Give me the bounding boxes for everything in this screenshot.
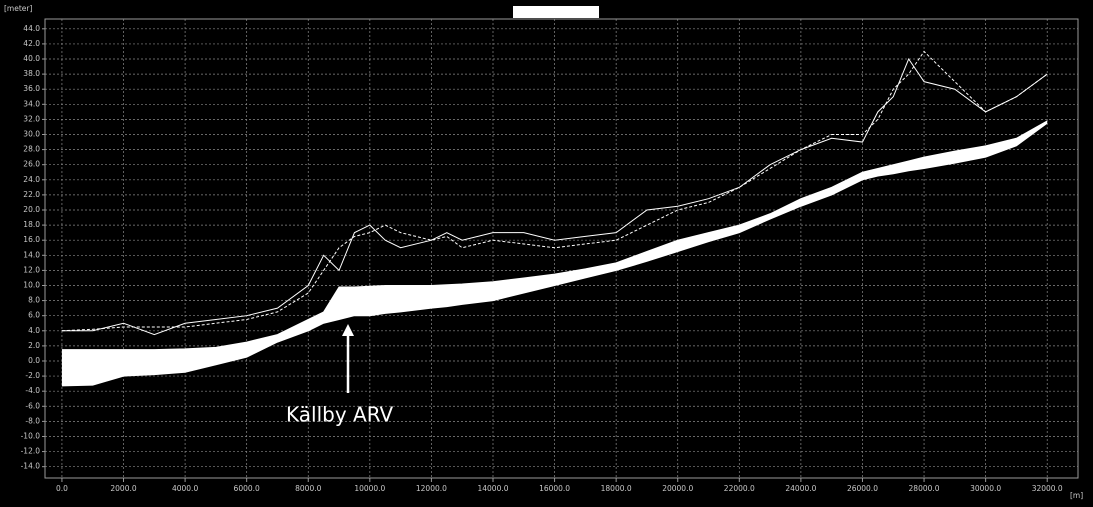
annotation-arrowhead: [342, 324, 354, 336]
y-tick-label: -2.0: [25, 371, 40, 380]
x-tick-label: 24000.0: [785, 484, 816, 493]
y-tick-label: 10.0: [23, 280, 40, 289]
y-tick-label: 0.0: [28, 356, 40, 365]
x-tick-label: 8000.0: [295, 484, 321, 493]
x-tick-label: 4000.0: [172, 484, 198, 493]
series-line: [61, 57, 1048, 336]
y-tick-label: -6.0: [25, 401, 40, 410]
y-tick-label: 8.0: [28, 296, 40, 305]
y-tick-label: 40.0: [23, 54, 40, 63]
y-tick-label: 26.0: [23, 160, 40, 169]
y-tick-label: 30.0: [23, 130, 40, 139]
y-tick-label: 36.0: [23, 84, 40, 93]
title-box: [513, 6, 599, 18]
y-tick-label: 32.0: [23, 114, 40, 123]
x-tick-label: 28000.0: [909, 484, 940, 493]
x-tick-label: 14000.0: [477, 484, 508, 493]
y-tick-label: -12.0: [21, 447, 41, 456]
x-tick-label: 16000.0: [539, 484, 570, 493]
y-tick-label: -10.0: [21, 431, 41, 440]
y-tick-label: 12.0: [23, 265, 40, 274]
series-line: [61, 50, 1048, 332]
y-tick-label: 20.0: [23, 205, 40, 214]
x-tick-label: 30000.0: [970, 484, 1001, 493]
x-tick-label: 22000.0: [724, 484, 755, 493]
y-tick-label: 28.0: [23, 145, 40, 154]
x-tick-label: 32000.0: [1032, 484, 1063, 493]
annotation: Källby ARV: [286, 403, 394, 427]
series-line: [61, 122, 1048, 387]
x-axis-label: [m]: [1070, 491, 1083, 500]
y-axis-label: [meter]: [4, 4, 32, 13]
y-tick-label: 38.0: [23, 69, 40, 78]
y-tick-label: 34.0: [23, 99, 40, 108]
x-tick-label: 18000.0: [601, 484, 632, 493]
y-tick-label: 44.0: [23, 24, 40, 33]
x-tick-label: 0.0: [56, 484, 68, 493]
y-tick-label: -8.0: [25, 416, 40, 425]
y-tick-label: 22.0: [23, 190, 40, 199]
y-tick-label: 6.0: [28, 311, 40, 320]
x-tick-label: 2000.0: [110, 484, 136, 493]
y-tick-label: 2.0: [28, 341, 40, 350]
x-tick-label: 10000.0: [354, 484, 385, 493]
x-tick-label: 12000.0: [416, 484, 447, 493]
x-tick-label: 26000.0: [847, 484, 878, 493]
y-tick-label: -14.0: [21, 462, 41, 471]
y-tick-label: 18.0: [23, 220, 40, 229]
x-tick-label: 6000.0: [234, 484, 260, 493]
y-tick-label: 42.0: [23, 39, 40, 48]
y-tick-label: 14.0: [23, 250, 40, 259]
y-tick-label: 24.0: [23, 175, 40, 184]
y-tick-label: 4.0: [28, 326, 40, 335]
plot-frame: [44, 18, 1079, 479]
y-tick-label: -4.0: [25, 386, 40, 395]
y-tick-label: 16.0: [23, 235, 40, 244]
x-tick-label: 20000.0: [662, 484, 693, 493]
series-line: [61, 120, 1048, 351]
